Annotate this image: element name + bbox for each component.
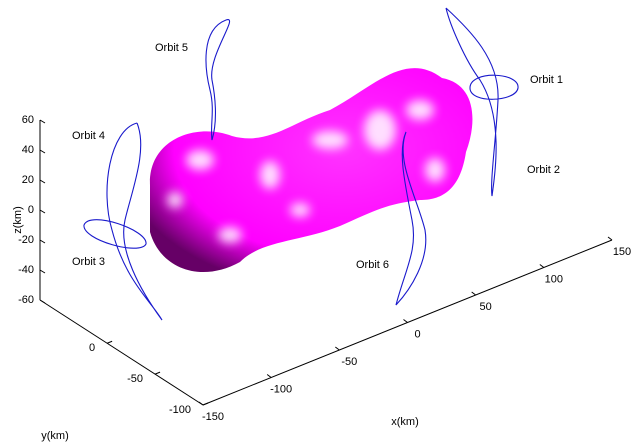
- asteroid-surface: [150, 68, 473, 272]
- z-tick: [40, 300, 45, 303]
- asteroid-body: [150, 68, 473, 272]
- x-axis-label: x(km): [391, 416, 419, 428]
- x-tick-label: 150: [613, 246, 631, 258]
- orbit-label: Orbit 1: [530, 74, 563, 86]
- z-tick-label: 0: [28, 204, 34, 216]
- x-tick: [540, 265, 544, 268]
- z-tick-label: -60: [18, 294, 34, 306]
- z-tick-label: -40: [18, 264, 34, 276]
- chart: z(km) x(km) y(km) -150 -100 -50 0 50 100 150 -1…: [0, 0, 636, 446]
- y-tick-label: -100: [169, 404, 191, 416]
- z-tick: [40, 120, 45, 123]
- x-tick-label: -150: [202, 411, 224, 423]
- x-tick-label: 100: [545, 273, 563, 285]
- x-tick: [199, 402, 203, 405]
- z-tick: [40, 240, 45, 243]
- y-tick: [155, 372, 160, 374]
- orbit-label: Orbit 2: [527, 164, 560, 176]
- z-tick: [40, 150, 45, 153]
- orbit-label: Orbit 4: [72, 130, 105, 142]
- y-tick: [203, 403, 208, 405]
- y-tick-label: -50: [127, 373, 143, 385]
- x-tick: [404, 320, 408, 323]
- z-tick-label: -20: [18, 234, 34, 246]
- z-tick: [40, 210, 45, 213]
- z-tick-label: 60: [22, 114, 34, 126]
- orbit-label: Orbit 5: [155, 42, 188, 54]
- z-tick: [40, 270, 45, 273]
- x-tick-label: 0: [414, 328, 420, 340]
- y-axis-line: [40, 300, 203, 405]
- x-tick-label: -50: [341, 356, 357, 368]
- orbit-label: Orbit 6: [356, 259, 389, 271]
- orbit-5: [206, 20, 230, 140]
- z-axis-label: z(km): [12, 206, 24, 234]
- x-tick: [608, 237, 612, 240]
- x-tick-label: -100: [270, 383, 292, 395]
- y-tick: [107, 341, 112, 343]
- x-tick: [335, 347, 339, 350]
- orbit-label: Orbit 3: [72, 256, 105, 268]
- z-tick-label: 20: [22, 174, 34, 186]
- x-tick: [267, 375, 271, 378]
- y-tick-label: 0: [89, 342, 95, 354]
- y-axis-label: y(km): [41, 430, 69, 442]
- x-tick-label: 50: [480, 301, 492, 313]
- x-tick: [472, 292, 476, 295]
- z-tick-label: 40: [22, 144, 34, 156]
- z-tick: [40, 180, 45, 183]
